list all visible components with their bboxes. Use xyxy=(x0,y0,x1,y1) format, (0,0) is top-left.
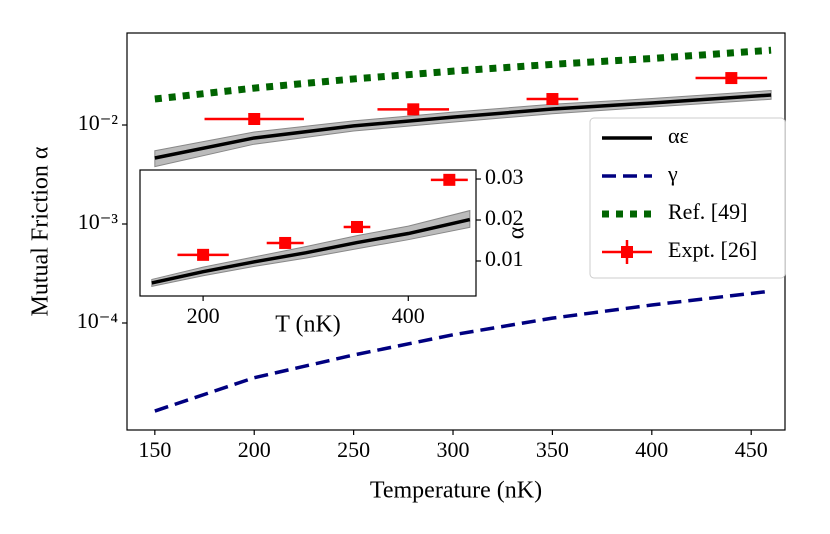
x-axis-label: T (nK) xyxy=(275,312,341,338)
x-tick-label: 200 xyxy=(238,437,271,462)
marker xyxy=(279,236,292,249)
legend-label: γ xyxy=(667,161,678,186)
x-tick-label: 150 xyxy=(138,437,171,462)
line xyxy=(154,289,772,413)
y-tick-label: 10⁻⁴ xyxy=(77,308,119,333)
y-axis-label: α xyxy=(504,226,530,239)
marker xyxy=(407,103,420,116)
marker xyxy=(248,112,261,125)
x-tick-label: 200 xyxy=(187,303,220,328)
x-tick-label: 400 xyxy=(392,303,425,328)
x-tick-label: 400 xyxy=(635,437,668,462)
y-tick-label: 10⁻³ xyxy=(78,209,119,234)
x-tick-label: 450 xyxy=(735,437,768,462)
y-tick-label: 0.02 xyxy=(485,205,524,230)
marker xyxy=(546,93,559,106)
legend-box xyxy=(589,117,786,279)
y-axis-label: Mutual Friction α xyxy=(28,146,54,316)
y-tick-label: 0.03 xyxy=(485,164,524,189)
marker xyxy=(197,248,210,261)
legend-label: αε xyxy=(668,123,689,148)
plot-frame xyxy=(139,169,477,297)
y-tick-label: 0.01 xyxy=(485,246,524,271)
marker xyxy=(350,220,363,233)
x-axis-label: Temperature (nK) xyxy=(370,478,542,504)
y-tick-label: 10⁻² xyxy=(78,110,119,135)
legend-label: Ref. [49] xyxy=(668,199,747,224)
legend-label: Expt. [26] xyxy=(668,237,757,262)
line xyxy=(151,217,471,285)
marker xyxy=(443,173,456,186)
legend-swatch xyxy=(621,246,633,258)
x-tick-label: 250 xyxy=(337,437,370,462)
line xyxy=(154,46,772,103)
x-tick-label: 350 xyxy=(536,437,569,462)
marker xyxy=(725,72,738,85)
line xyxy=(154,93,772,160)
x-tick-label: 300 xyxy=(437,437,470,462)
